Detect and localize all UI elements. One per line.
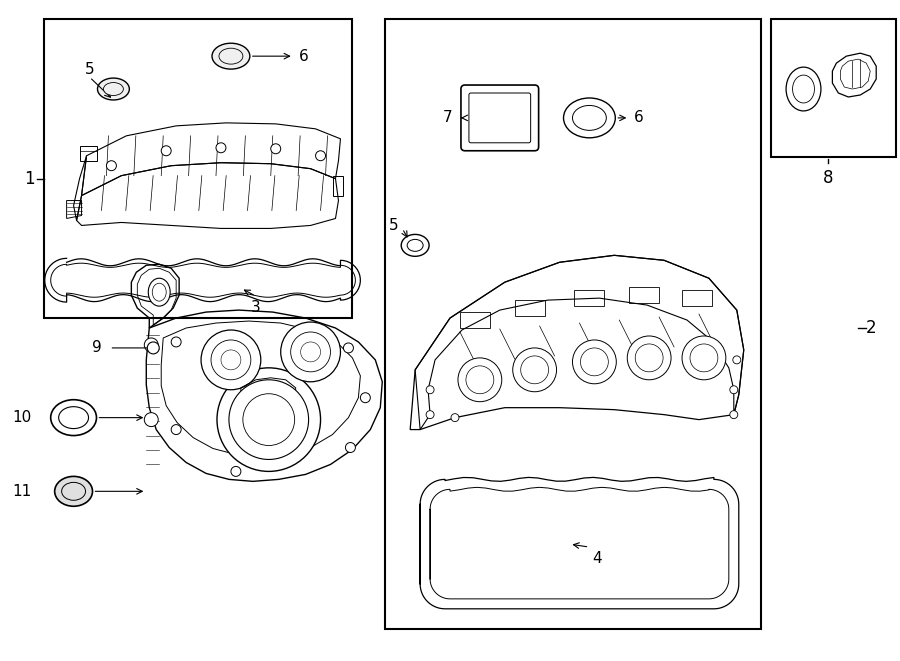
Circle shape <box>271 144 281 154</box>
Ellipse shape <box>58 407 88 428</box>
Circle shape <box>144 412 158 426</box>
Text: 5: 5 <box>85 61 94 77</box>
Ellipse shape <box>148 278 170 306</box>
Text: 5: 5 <box>389 218 398 233</box>
Circle shape <box>231 467 241 477</box>
Circle shape <box>144 338 158 352</box>
Circle shape <box>281 322 340 382</box>
Circle shape <box>221 350 241 370</box>
Circle shape <box>201 330 261 390</box>
Circle shape <box>171 424 181 434</box>
Circle shape <box>217 368 320 471</box>
Ellipse shape <box>563 98 616 137</box>
Text: 6: 6 <box>634 110 644 126</box>
Ellipse shape <box>97 78 130 100</box>
Ellipse shape <box>152 283 166 301</box>
Circle shape <box>291 332 330 372</box>
Circle shape <box>161 146 171 156</box>
Ellipse shape <box>407 239 423 251</box>
Bar <box>770 19 896 157</box>
Circle shape <box>346 442 356 453</box>
Ellipse shape <box>104 83 123 95</box>
Text: 4: 4 <box>592 551 602 566</box>
Text: 9: 9 <box>92 340 102 356</box>
Ellipse shape <box>572 106 607 130</box>
Circle shape <box>730 410 738 418</box>
Ellipse shape <box>50 400 96 436</box>
Bar <box>44 19 353 318</box>
Text: 8: 8 <box>824 169 833 186</box>
Circle shape <box>344 343 354 353</box>
Bar <box>79 146 97 161</box>
Text: 6: 6 <box>299 49 309 63</box>
Circle shape <box>572 340 616 384</box>
Ellipse shape <box>786 67 821 111</box>
Circle shape <box>513 348 556 392</box>
Circle shape <box>301 342 320 362</box>
Bar <box>385 19 760 629</box>
Circle shape <box>216 143 226 153</box>
Text: 2: 2 <box>866 319 877 337</box>
Circle shape <box>627 336 671 380</box>
Ellipse shape <box>61 483 86 500</box>
Circle shape <box>733 356 741 364</box>
Circle shape <box>243 394 294 446</box>
Bar <box>334 176 344 196</box>
Ellipse shape <box>219 48 243 64</box>
Circle shape <box>451 414 459 422</box>
Ellipse shape <box>55 477 93 506</box>
Circle shape <box>316 151 326 161</box>
Circle shape <box>360 393 370 403</box>
Text: 10: 10 <box>13 410 32 425</box>
Circle shape <box>229 380 309 459</box>
Ellipse shape <box>212 43 250 69</box>
Text: 7: 7 <box>443 110 452 126</box>
Circle shape <box>635 344 663 372</box>
Text: 1: 1 <box>24 170 35 188</box>
Circle shape <box>521 356 549 384</box>
Text: 11: 11 <box>13 484 32 499</box>
Circle shape <box>466 366 494 394</box>
Circle shape <box>426 410 434 418</box>
Circle shape <box>730 386 738 394</box>
Circle shape <box>171 337 181 347</box>
Circle shape <box>106 161 116 171</box>
Ellipse shape <box>401 235 429 256</box>
Circle shape <box>580 348 608 376</box>
Circle shape <box>148 342 159 354</box>
Circle shape <box>690 344 718 372</box>
Text: 3: 3 <box>251 300 261 315</box>
Circle shape <box>458 358 502 402</box>
Circle shape <box>682 336 725 380</box>
Ellipse shape <box>793 75 814 103</box>
Circle shape <box>211 340 251 380</box>
Circle shape <box>426 386 434 394</box>
